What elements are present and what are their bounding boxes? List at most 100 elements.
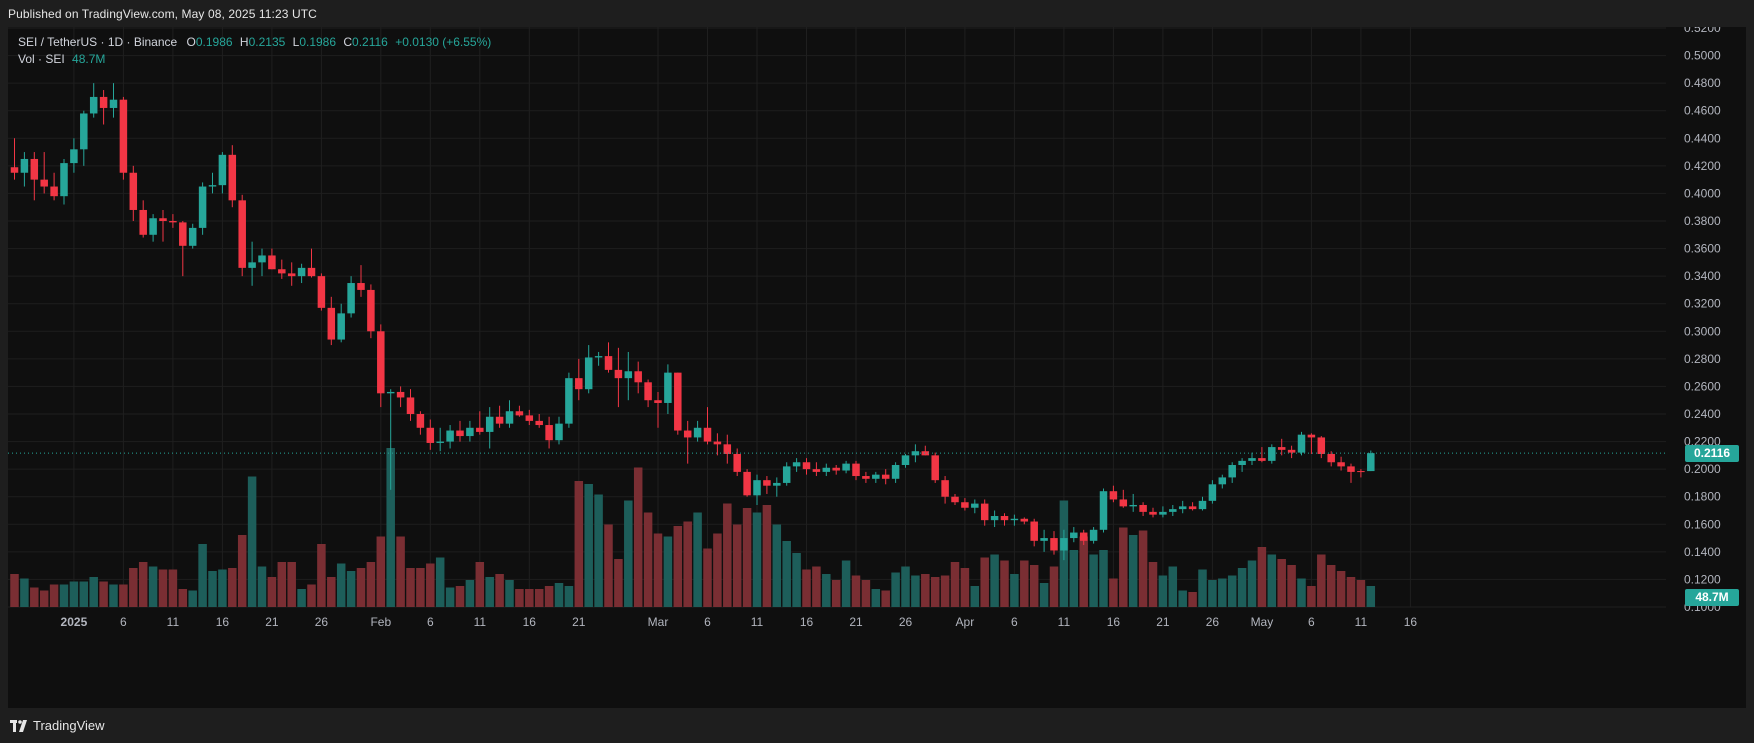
candle-body[interactable]: [1238, 460, 1246, 466]
candle-body[interactable]: [1030, 521, 1038, 541]
candle-body[interactable]: [505, 411, 514, 424]
candle-body[interactable]: [990, 516, 999, 521]
candle-body[interactable]: [495, 416, 504, 424]
candle-body[interactable]: [327, 307, 336, 340]
candle-body[interactable]: [842, 463, 850, 471]
candle-body[interactable]: [50, 186, 58, 197]
candle-body[interactable]: [822, 467, 831, 472]
candle-body[interactable]: [1010, 518, 1019, 521]
candle-body[interactable]: [1297, 434, 1306, 453]
candle-body[interactable]: [1040, 538, 1048, 541]
candle-body[interactable]: [1109, 491, 1118, 500]
candle-body[interactable]: [921, 451, 930, 456]
candle-body[interactable]: [683, 430, 692, 438]
candle-body[interactable]: [852, 463, 860, 477]
candle-body[interactable]: [1119, 499, 1128, 507]
candle-body[interactable]: [258, 255, 266, 263]
candle-body[interactable]: [1208, 484, 1217, 501]
candle-body[interactable]: [931, 455, 939, 481]
candle-body[interactable]: [238, 200, 246, 268]
candle-body[interactable]: [753, 480, 761, 496]
candle-body[interactable]: [20, 158, 29, 173]
candle-body[interactable]: [159, 218, 167, 221]
candle-body[interactable]: [545, 425, 553, 441]
candle-body[interactable]: [1218, 477, 1227, 485]
candle-body[interactable]: [941, 480, 949, 497]
candle-body[interactable]: [60, 163, 68, 197]
candle-body[interactable]: [980, 503, 989, 521]
candle-body[interactable]: [743, 471, 751, 496]
candle-body[interactable]: [476, 427, 484, 432]
candle-body[interactable]: [386, 391, 395, 394]
candle-body[interactable]: [198, 186, 207, 228]
candle-body[interactable]: [396, 391, 405, 398]
candle-body[interactable]: [644, 382, 652, 401]
candle-body[interactable]: [1060, 538, 1068, 551]
candle-body[interactable]: [971, 503, 979, 508]
candle-body[interactable]: [604, 356, 613, 370]
candle-body[interactable]: [248, 262, 256, 268]
candle-body[interactable]: [951, 496, 959, 503]
candle-body[interactable]: [40, 179, 48, 187]
tradingview-logo[interactable]: TradingView: [10, 718, 105, 733]
candle-body[interactable]: [208, 185, 217, 187]
symbol-label[interactable]: SEI / TetherUS · 1D · Binance: [18, 35, 178, 49]
candle-body[interactable]: [1337, 462, 1345, 467]
candle-body[interactable]: [555, 423, 563, 441]
candle-body[interactable]: [1089, 529, 1098, 541]
candle-body[interactable]: [1287, 449, 1296, 453]
candle-body[interactable]: [594, 356, 603, 358]
candle-body[interactable]: [10, 167, 19, 173]
candle-body[interactable]: [188, 227, 197, 246]
candle-body[interactable]: [337, 313, 345, 340]
candle-body[interactable]: [1367, 453, 1375, 472]
candle-body[interactable]: [436, 441, 444, 443]
candle-body[interactable]: [703, 427, 712, 442]
candle-body[interactable]: [466, 427, 474, 437]
candle-body[interactable]: [1248, 458, 1256, 461]
candle-body[interactable]: [218, 154, 227, 186]
candle-body[interactable]: [228, 154, 237, 201]
candle-body[interactable]: [1099, 491, 1108, 530]
candle-body[interactable]: [416, 414, 425, 428]
candle-body[interactable]: [446, 430, 454, 442]
candle-body[interactable]: [891, 465, 900, 479]
candle-body[interactable]: [1178, 506, 1187, 510]
candle-body[interactable]: [624, 371, 633, 379]
candle-body[interactable]: [139, 209, 147, 235]
candle-body[interactable]: [367, 289, 375, 332]
candle-body[interactable]: [763, 480, 771, 486]
candle-body[interactable]: [1070, 532, 1078, 539]
candle-body[interactable]: [693, 427, 702, 438]
candle-body[interactable]: [278, 269, 286, 274]
candle-body[interactable]: [287, 273, 296, 277]
candle-body[interactable]: [1307, 434, 1316, 438]
candle-body[interactable]: [1050, 538, 1058, 551]
candle-body[interactable]: [812, 469, 821, 472]
candlestick-chart[interactable]: 0.10000.12000.14000.16000.18000.20000.22…: [8, 27, 1746, 708]
candle-body[interactable]: [179, 222, 187, 246]
candle-body[interactable]: [1149, 511, 1157, 515]
candle-body[interactable]: [634, 371, 642, 383]
candle-body[interactable]: [1020, 518, 1029, 522]
candle-body[interactable]: [70, 149, 78, 164]
candle-body[interactable]: [1357, 471, 1365, 473]
candle-body[interactable]: [872, 474, 880, 479]
candle-body[interactable]: [119, 99, 128, 173]
candle-body[interactable]: [614, 369, 623, 379]
candle-body[interactable]: [357, 283, 365, 290]
candle-body[interactable]: [426, 427, 435, 443]
candle-body[interactable]: [664, 372, 672, 403]
candle-body[interactable]: [565, 378, 573, 424]
candle-body[interactable]: [30, 158, 39, 180]
candle-body[interactable]: [881, 474, 890, 479]
candle-body[interactable]: [1258, 458, 1266, 461]
candle-body[interactable]: [297, 267, 306, 277]
candle-body[interactable]: [901, 455, 910, 466]
candle-body[interactable]: [674, 372, 682, 431]
candle-body[interactable]: [961, 502, 969, 508]
candle-body[interactable]: [80, 113, 88, 150]
candle-body[interactable]: [1000, 516, 1009, 521]
candle-body[interactable]: [129, 172, 138, 210]
candle-body[interactable]: [406, 397, 415, 414]
